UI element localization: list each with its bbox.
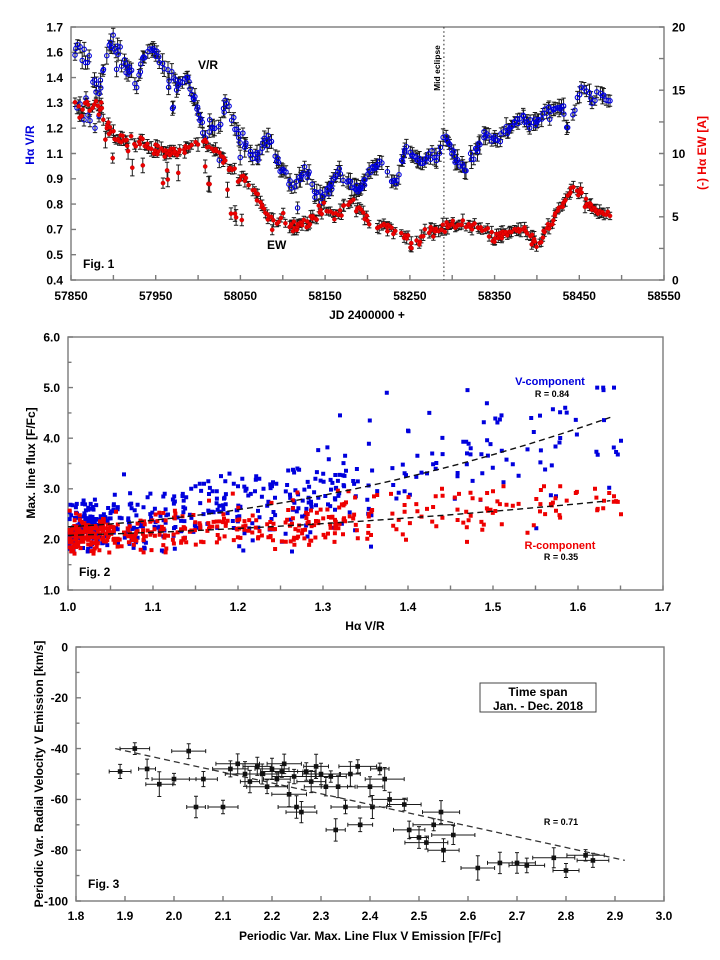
- svg-text:10: 10: [672, 147, 686, 161]
- svg-text:V/R: V/R: [198, 58, 218, 72]
- svg-text:Fig. 2: Fig. 2: [79, 565, 111, 579]
- svg-text:0: 0: [61, 640, 68, 654]
- svg-text:1.2: 1.2: [230, 600, 247, 614]
- svg-text:R = 0.84: R = 0.84: [535, 389, 569, 399]
- svg-text:1.9: 1.9: [117, 909, 134, 923]
- svg-text:Hα V/R: Hα V/R: [23, 125, 37, 165]
- svg-text:1.2: 1.2: [46, 122, 63, 136]
- svg-text:1.3: 1.3: [315, 600, 332, 614]
- svg-text:3.0: 3.0: [43, 482, 60, 496]
- svg-text:R = 0.35: R = 0.35: [544, 552, 578, 562]
- svg-text:Time span: Time span: [508, 685, 567, 699]
- svg-text:1.0: 1.0: [60, 600, 77, 614]
- svg-text:2.8: 2.8: [558, 909, 575, 923]
- svg-text:R = 0.71: R = 0.71: [544, 817, 578, 827]
- svg-text:1.4: 1.4: [400, 600, 417, 614]
- svg-text:57850: 57850: [54, 289, 88, 303]
- svg-text:2.4: 2.4: [362, 909, 379, 923]
- svg-text:0: 0: [672, 273, 679, 287]
- svg-text:-40: -40: [51, 742, 69, 756]
- svg-text:1.1: 1.1: [46, 147, 63, 161]
- svg-text:0.5: 0.5: [46, 248, 63, 262]
- svg-text:2.0: 2.0: [166, 909, 183, 923]
- svg-text:1.5: 1.5: [485, 600, 502, 614]
- svg-text:1.4: 1.4: [46, 71, 63, 85]
- svg-text:R-component: R-component: [525, 540, 596, 552]
- svg-text:-100: -100: [44, 894, 68, 908]
- svg-text:Periodic Var. Max. Line Flux V: Periodic Var. Max. Line Flux V Emission …: [239, 929, 501, 943]
- svg-text:0.8: 0.8: [46, 197, 63, 211]
- svg-text:58350: 58350: [478, 289, 512, 303]
- svg-text:2.7: 2.7: [509, 909, 526, 923]
- svg-text:V-component: V-component: [515, 376, 585, 388]
- svg-text:6.0: 6.0: [43, 330, 60, 344]
- svg-text:-80: -80: [51, 844, 69, 858]
- svg-text:1.8: 1.8: [68, 909, 85, 923]
- svg-text:1.7: 1.7: [655, 600, 672, 614]
- svg-text:2.2: 2.2: [264, 909, 281, 923]
- svg-text:58550: 58550: [647, 289, 681, 303]
- svg-text:4.0: 4.0: [43, 432, 60, 446]
- svg-text:2.5: 2.5: [411, 909, 428, 923]
- svg-text:2.0: 2.0: [43, 533, 60, 547]
- svg-text:58150: 58150: [308, 289, 342, 303]
- svg-text:5: 5: [672, 210, 679, 224]
- svg-text:1.1: 1.1: [145, 600, 162, 614]
- svg-text:JD 2400000 +: JD 2400000 +: [329, 308, 405, 322]
- svg-text:0.9: 0.9: [46, 172, 63, 186]
- svg-text:58250: 58250: [393, 289, 427, 303]
- svg-text:2.1: 2.1: [215, 909, 232, 923]
- svg-text:1.0: 1.0: [43, 583, 60, 597]
- svg-text:EW: EW: [267, 238, 287, 252]
- svg-text:-60: -60: [51, 793, 69, 807]
- svg-text:2.6: 2.6: [460, 909, 477, 923]
- svg-text:Fig. 1: Fig. 1: [83, 257, 115, 271]
- svg-text:1.6: 1.6: [46, 46, 63, 60]
- svg-text:57950: 57950: [139, 289, 173, 303]
- svg-text:15: 15: [672, 84, 686, 98]
- svg-text:(-) Hα EW [A]: (-) Hα EW [A]: [695, 116, 709, 190]
- svg-text:0.7: 0.7: [46, 223, 63, 237]
- svg-text:Max. line flux [F/Fc]: Max. line flux [F/Fc]: [24, 407, 38, 518]
- svg-text:58050: 58050: [224, 289, 258, 303]
- svg-text:1.7: 1.7: [46, 20, 63, 34]
- svg-text:3.0: 3.0: [656, 909, 673, 923]
- svg-text:0.4: 0.4: [46, 273, 63, 287]
- svg-text:5.0: 5.0: [43, 381, 60, 395]
- svg-text:Jan. - Dec. 2018: Jan. - Dec. 2018: [493, 699, 583, 713]
- svg-text:Mid eclipse: Mid eclipse: [432, 45, 442, 91]
- svg-text:1.3: 1.3: [46, 96, 63, 110]
- svg-text:Periodic Var. Radial Velocity: Periodic Var. Radial Velocity V Emission…: [32, 641, 46, 908]
- svg-text:-20: -20: [51, 691, 69, 705]
- svg-text:2.3: 2.3: [313, 909, 330, 923]
- svg-text:2.9: 2.9: [607, 909, 624, 923]
- svg-text:20: 20: [672, 20, 686, 34]
- svg-text:Fig. 3: Fig. 3: [88, 877, 120, 891]
- svg-text:Hα V/R: Hα V/R: [345, 619, 385, 633]
- svg-text:1.6: 1.6: [570, 600, 587, 614]
- svg-text:58450: 58450: [563, 289, 597, 303]
